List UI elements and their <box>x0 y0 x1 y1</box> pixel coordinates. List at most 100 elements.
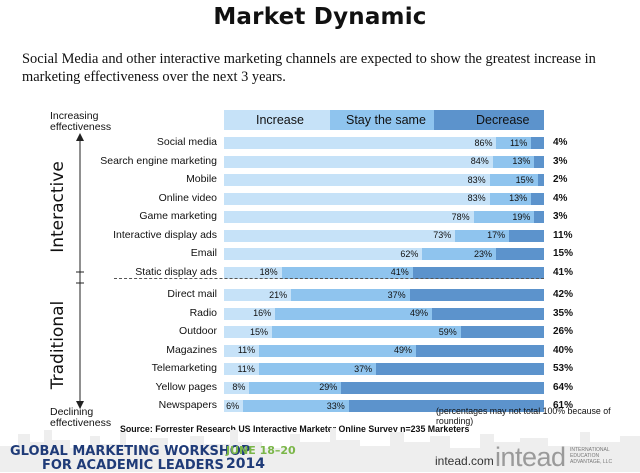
page-subtitle: Social Media and other interactive marke… <box>22 51 596 85</box>
category-label: Telemarketing <box>151 362 217 374</box>
bar-segment-decrease <box>534 155 544 168</box>
bar-segment-increase <box>224 400 244 412</box>
data-label-stay: 41% <box>390 267 409 277</box>
data-label-stay: 37% <box>354 363 373 374</box>
data-label-stay: 11% <box>509 137 528 148</box>
data-label-increase: 78% <box>451 211 470 222</box>
data-label-stay: 29% <box>319 382 338 392</box>
bar-segment-stay <box>496 137 532 149</box>
data-label-increase: 18% <box>259 267 278 277</box>
bar-segment-decrease <box>460 326 544 338</box>
bar-segment-decrease <box>496 248 544 260</box>
bar-segment-increase <box>224 211 474 223</box>
bar-segment-stay <box>492 155 535 168</box>
bar-segment-stay <box>455 229 510 242</box>
brand-logo: intead <box>495 442 566 472</box>
category-label: Magazines <box>166 343 217 356</box>
data-label-decrease: 4% <box>553 137 568 148</box>
data-label-decrease: 64% <box>553 381 574 393</box>
data-label-stay: 37% <box>387 289 406 300</box>
bar-segment-increase <box>224 326 272 338</box>
bar-segment-increase <box>224 155 493 168</box>
bar-segment-increase <box>224 363 259 375</box>
data-label-increase: 11% <box>237 363 255 374</box>
data-label-increase: 15% <box>249 326 268 337</box>
bar-segment-increase <box>224 289 292 301</box>
bar-segment-stay <box>473 211 535 223</box>
data-label-increase: 16% <box>253 308 272 318</box>
category-label: Online video <box>158 191 217 204</box>
data-label-stay: 15% <box>515 174 534 185</box>
data-label-decrease: 2% <box>553 174 568 185</box>
bar-segment-stay <box>489 174 538 186</box>
source-note: Source: Forrester Research US Interactiv… <box>120 424 470 434</box>
bar-segment-decrease <box>534 211 544 223</box>
effectiveness-arrow <box>76 133 84 409</box>
data-label-decrease: 40% <box>553 344 574 356</box>
bar-segment-stay <box>489 192 532 205</box>
bar-segment-stay <box>258 363 377 375</box>
category-label: Search engine marketing <box>100 154 217 167</box>
data-label-decrease: 35% <box>553 307 574 319</box>
bar-segment-decrease <box>509 229 544 242</box>
data-label-decrease: 42% <box>553 289 574 300</box>
bar-segment-stay <box>243 400 349 412</box>
group-label-interactive: Interactive <box>48 161 68 253</box>
category-label: Game marketing <box>139 210 217 222</box>
data-label-decrease: 41% <box>553 266 574 278</box>
footer-line1: GLOBAL MARKETING WORKSHOP <box>10 444 251 459</box>
bar-segment-decrease <box>432 307 544 320</box>
bar-segment-stay <box>422 248 496 260</box>
bar-segment-increase <box>224 344 260 357</box>
category-label: Interactive display ads <box>113 228 217 241</box>
bar-segment-decrease <box>348 400 544 412</box>
bar-segment-decrease <box>409 289 544 301</box>
footer: GLOBAL MARKETING WORKSHOP FOR ACADEMIC L… <box>0 428 640 473</box>
bar-segment-increase <box>224 229 456 242</box>
bar-segment-stay <box>259 344 416 357</box>
footer-site[interactable]: intead.com <box>435 454 494 468</box>
bar-segment-increase <box>224 307 276 320</box>
bar-segment-increase <box>224 137 497 149</box>
data-label-decrease: 4% <box>553 192 568 204</box>
rounding-note: (percentages may not total 100% because … <box>436 406 611 426</box>
bar-segment-increase <box>224 381 250 394</box>
data-label-stay: 13% <box>512 156 531 166</box>
data-label-stay: 17% <box>487 230 506 240</box>
data-label-decrease: 3% <box>553 211 568 222</box>
data-label-stay: 19% <box>512 211 531 222</box>
category-label: Radio <box>189 306 217 319</box>
bar-segment-stay <box>291 289 410 301</box>
category-label: Direct mail <box>167 288 217 300</box>
bar-segment-stay <box>281 266 413 279</box>
page-title: Market Dynamic <box>213 4 427 30</box>
brand-tagline: INTERNATIONAL EDUCATION ADVANTAGE, LLC <box>570 447 613 465</box>
legend-label-increase: Increase <box>256 113 304 127</box>
data-label-stay: 13% <box>509 193 528 203</box>
category-label: Email <box>190 247 217 259</box>
category-label: Social media <box>156 136 217 148</box>
legend-swatch-increase <box>224 110 330 130</box>
bar-segment-increase <box>224 266 282 279</box>
bar-segment-stay <box>272 326 461 338</box>
data-label-decrease: 53% <box>553 363 574 374</box>
legend-swatch-decrease <box>434 110 544 130</box>
legend-label-decrease: Decrease <box>476 113 530 127</box>
bar-segment-decrease <box>531 137 544 149</box>
data-label-stay: 49% <box>393 345 412 355</box>
category-label: Newspapers <box>158 399 217 411</box>
bar-segment-increase <box>224 192 490 205</box>
data-label-stay: 23% <box>473 248 492 259</box>
data-label-increase: 86% <box>474 137 493 148</box>
bar-segment-decrease <box>412 266 544 279</box>
category-label: Static display ads <box>135 265 217 278</box>
data-label-increase: 62% <box>400 248 419 259</box>
data-label-stay: 33% <box>326 400 345 411</box>
group-separator <box>114 278 544 279</box>
data-label-increase: 83% <box>467 174 486 185</box>
bar-segment-decrease <box>416 344 544 357</box>
data-label-increase: 73% <box>433 230 452 240</box>
legend-swatch-stay <box>330 110 434 130</box>
data-label-increase: 84% <box>470 156 489 166</box>
data-label-decrease: 26% <box>553 326 574 337</box>
